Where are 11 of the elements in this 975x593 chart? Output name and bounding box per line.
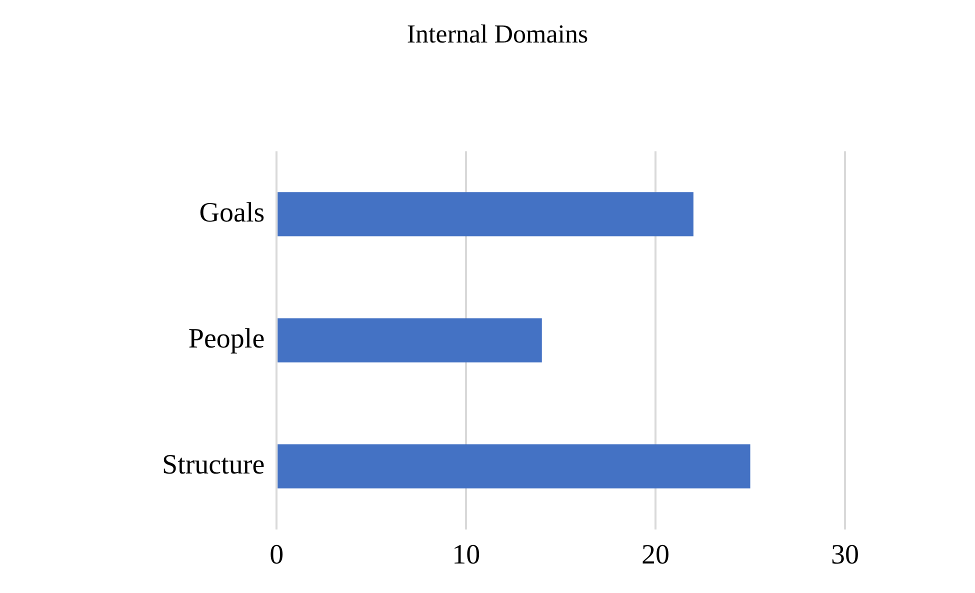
y-tick-label: Structure — [162, 450, 265, 481]
y-tick-label: Goals — [199, 198, 265, 229]
bar — [278, 444, 750, 488]
bar — [278, 192, 694, 236]
x-tick-label: 10 — [452, 540, 480, 571]
chart-title: Internal Domains — [406, 19, 588, 48]
bar — [278, 318, 542, 362]
y-tick-label: People — [188, 324, 265, 355]
x-tick-label: 0 — [270, 540, 284, 571]
x-tick-label: 20 — [642, 540, 670, 571]
x-tick-label: 30 — [831, 540, 859, 571]
